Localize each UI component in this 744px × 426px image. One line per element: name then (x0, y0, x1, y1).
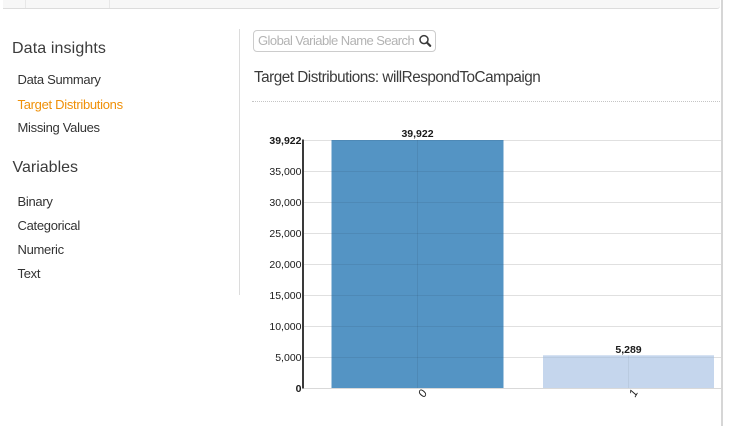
svg-text:0: 0 (296, 383, 302, 395)
svg-text:0: 0 (416, 388, 430, 400)
svg-text:25,000: 25,000 (269, 228, 301, 240)
svg-text:39,922: 39,922 (269, 135, 301, 147)
svg-text:10,000: 10,000 (269, 321, 301, 333)
svg-text:5,000: 5,000 (275, 352, 301, 364)
svg-text:20,000: 20,000 (269, 259, 301, 271)
svg-text:1: 1 (627, 388, 641, 400)
svg-text:39,922: 39,922 (401, 128, 433, 140)
svg-text:35,000: 35,000 (269, 166, 301, 178)
svg-text:5,289: 5,289 (615, 344, 641, 356)
svg-text:15,000: 15,000 (269, 290, 301, 302)
svg-text:30,000: 30,000 (269, 197, 301, 209)
